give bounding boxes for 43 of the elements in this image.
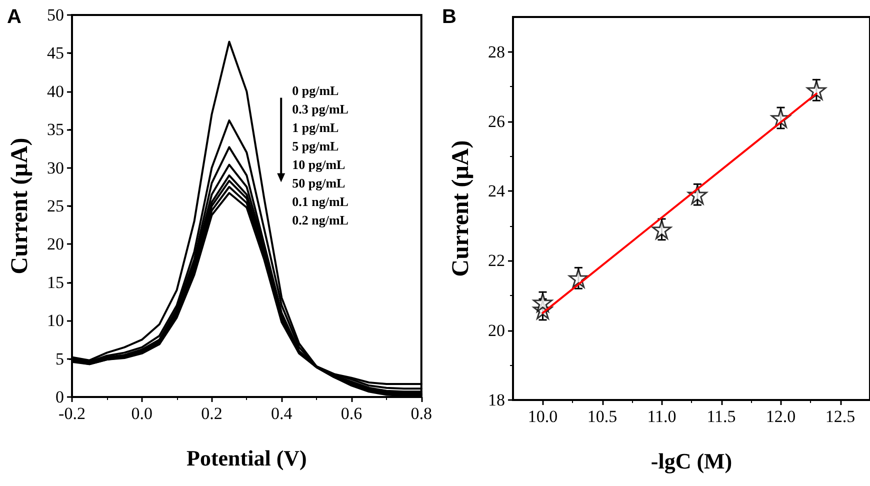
y-tick-label: 5 bbox=[56, 349, 64, 368]
y-tick-label: 0 bbox=[56, 388, 64, 406]
x-axis-title: Potential (V) bbox=[186, 446, 307, 470]
y-tick-label: 15 bbox=[47, 272, 64, 292]
x-tick-label: 10.5 bbox=[587, 407, 618, 426]
x-tick-label: 0.0 bbox=[131, 404, 152, 423]
x-tick-label: -0.2 bbox=[58, 404, 86, 423]
x-tick-label: 12.0 bbox=[766, 407, 796, 426]
chart-title: A bbox=[7, 6, 22, 28]
y-tick-label: 25 bbox=[47, 196, 64, 216]
y-tick-label: 22 bbox=[488, 251, 505, 270]
y-tick-label: 28 bbox=[488, 42, 505, 62]
y-tick-label: 26 bbox=[488, 112, 505, 131]
y-tick-label: 20 bbox=[47, 234, 64, 254]
y-tick-label: 30 bbox=[47, 158, 64, 178]
y-tick-label: 24 bbox=[488, 182, 506, 201]
x-tick-label: 11.0 bbox=[647, 407, 676, 426]
annotation: 0.3 pg/mL bbox=[292, 101, 349, 116]
x-axis-title: -lgC (M) bbox=[650, 448, 732, 474]
x-tick-label: 0.6 bbox=[340, 404, 362, 423]
y-tick-label: 35 bbox=[47, 120, 64, 140]
y-axis-title: Current (μA) bbox=[7, 138, 33, 274]
y-tick-label: 20 bbox=[488, 320, 505, 340]
annotation: 0.1 ng/mL bbox=[292, 194, 349, 209]
annotation: 0.2 ng/mL bbox=[292, 212, 349, 228]
annotation: 10 pg/mL bbox=[292, 156, 346, 172]
x-tick-label: 11.5 bbox=[706, 407, 736, 426]
x-tick-label: 0.8 bbox=[410, 404, 432, 423]
y-tick-label: 50 bbox=[47, 6, 64, 24]
y-tick-label: 18 bbox=[488, 390, 505, 410]
x-tick-label: 0.2 bbox=[201, 404, 222, 423]
x-tick-label: 10.0 bbox=[528, 407, 558, 426]
chart-title: B bbox=[442, 6, 456, 28]
y-tick-label: 40 bbox=[47, 82, 64, 101]
annotation: 50 pg/mL bbox=[292, 175, 346, 190]
annotation: 1 pg/mL bbox=[292, 120, 340, 135]
y-tick-label: 10 bbox=[47, 311, 64, 330]
x-tick-label: 12.5 bbox=[825, 407, 856, 426]
y-tick-label: 45 bbox=[47, 44, 64, 63]
annotation: 5 pg/mL bbox=[292, 138, 340, 154]
x-tick-label: 0.4 bbox=[271, 404, 293, 423]
annotation: 0 pg/mL bbox=[292, 82, 340, 98]
y-axis-title: Current (μA) bbox=[448, 140, 474, 277]
